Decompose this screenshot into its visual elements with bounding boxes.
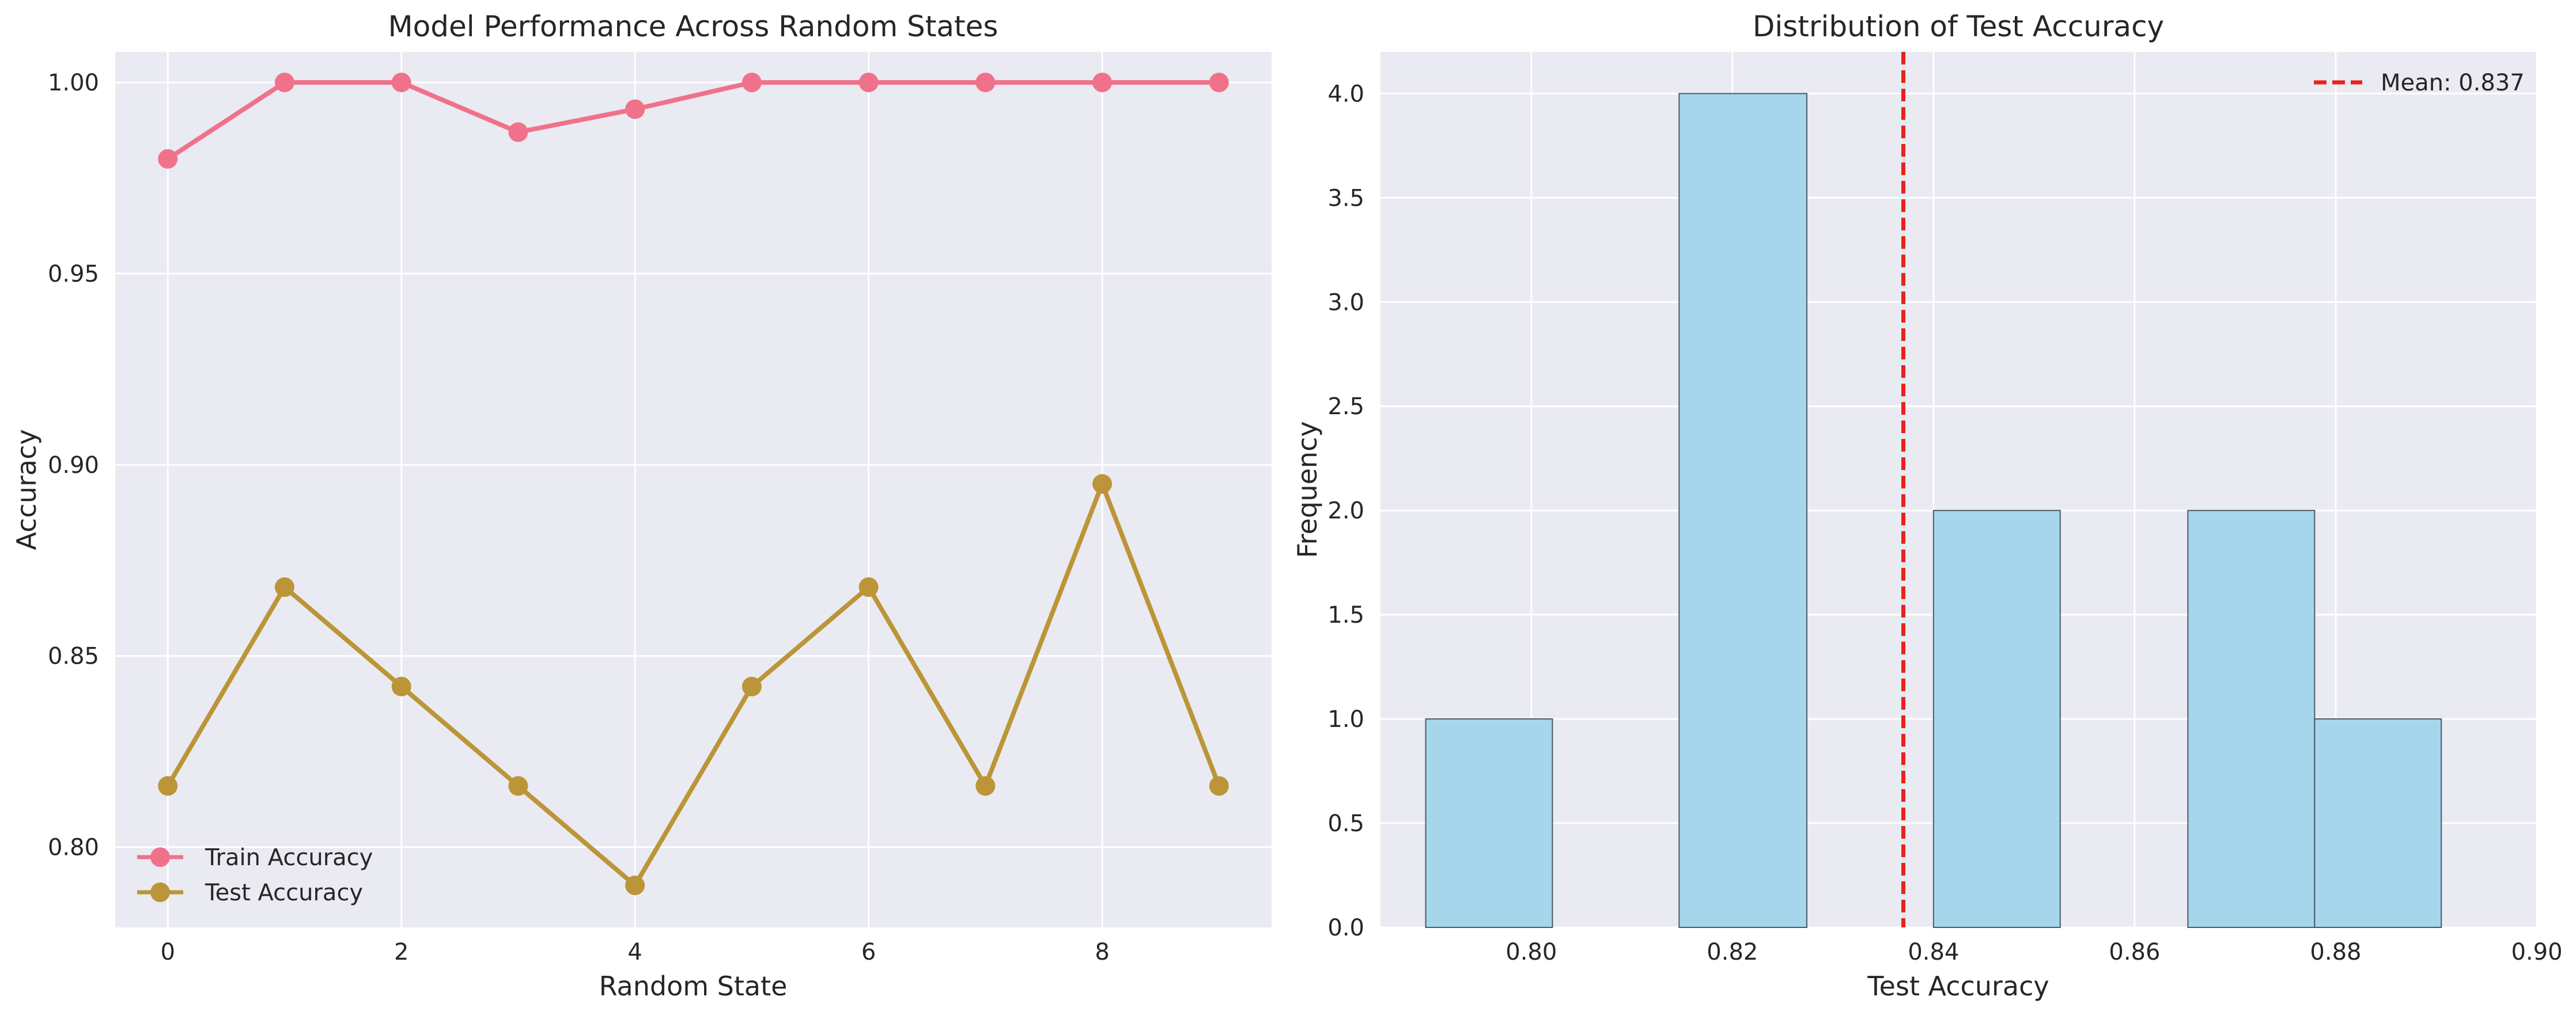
train-accuracy-point bbox=[742, 73, 762, 93]
test-accuracy-point bbox=[274, 577, 294, 597]
histogram-y-tick-label: 3.0 bbox=[1327, 289, 1364, 316]
test-accuracy-point bbox=[1209, 776, 1229, 796]
histogram-y-axis-label: Frequency bbox=[1292, 421, 1323, 558]
histogram-y-tick-label: 1.5 bbox=[1327, 602, 1364, 628]
line-chart-y-axis-label: Accuracy bbox=[11, 429, 42, 550]
line-chart-x-tick-label: 2 bbox=[394, 939, 408, 965]
test-accuracy-point bbox=[1092, 474, 1113, 494]
histogram-x-tick-label: 0.88 bbox=[2310, 939, 2361, 965]
histogram-bar bbox=[1932, 510, 2061, 928]
legend-test-marker bbox=[150, 882, 170, 902]
line-chart-x-tick-label: 4 bbox=[627, 939, 642, 965]
test-accuracy-point bbox=[391, 676, 411, 696]
train-accuracy-point bbox=[975, 73, 996, 93]
line-chart-y-tick-label: 0.95 bbox=[48, 261, 99, 287]
test-accuracy-point bbox=[625, 875, 645, 895]
histogram-y-tick-label: 0.5 bbox=[1327, 810, 1364, 837]
histogram-x-tick-label: 0.82 bbox=[1707, 939, 1758, 965]
line-chart-x-tick-label: 6 bbox=[861, 939, 876, 965]
histogram-y-tick-label: 3.5 bbox=[1327, 185, 1364, 211]
histogram-y-tick-label: 2.5 bbox=[1327, 393, 1364, 420]
histogram-bar bbox=[2314, 718, 2442, 928]
train-accuracy-point bbox=[858, 73, 879, 93]
line-chart-y-tick-label: 0.80 bbox=[48, 835, 99, 861]
line-chart-panel: 0 2 4 6 8 0.80 0.85 0.90 0.95 1.00 Model Performa… bbox=[11, 10, 1272, 1002]
histogram-x-tick-label: 0.90 bbox=[2511, 939, 2562, 965]
histogram-ticks: 0.80 0.82 0.84 0.86 0.88 0.90 0.0 0.5 1.0 1.5 2.0 2… bbox=[1327, 81, 2562, 965]
line-chart-y-tick-label: 1.00 bbox=[48, 70, 99, 96]
histogram-title: Distribution of Test Accuracy bbox=[1753, 10, 2164, 43]
line-chart-x-tick-label: 8 bbox=[1095, 939, 1109, 965]
histogram-y-tick-label: 4.0 bbox=[1327, 81, 1364, 107]
test-accuracy-point bbox=[975, 776, 996, 796]
test-accuracy-point bbox=[158, 776, 178, 796]
histogram-bars bbox=[1425, 93, 2442, 928]
histogram-x-tick-label: 0.86 bbox=[2109, 939, 2160, 965]
legend-train-label: Train Accuracy bbox=[205, 844, 373, 871]
histogram-x-tick-label: 0.84 bbox=[1908, 939, 1959, 965]
histogram-legend: Mean: 0.837 bbox=[2314, 70, 2525, 96]
train-accuracy-line bbox=[167, 80, 1219, 161]
train-accuracy-point bbox=[1092, 73, 1113, 93]
test-accuracy-line bbox=[165, 482, 1221, 888]
histogram-bar bbox=[2187, 510, 2316, 928]
legend-mean-label: Mean: 0.837 bbox=[2381, 70, 2525, 96]
histogram-bar bbox=[1678, 93, 1807, 928]
train-accuracy-point bbox=[508, 122, 528, 142]
line-chart-x-axis-label: Random State bbox=[599, 971, 788, 1002]
line-chart-x-tick-label: 0 bbox=[161, 939, 175, 965]
test-accuracy-point bbox=[742, 676, 762, 696]
histogram-x-axis-label: Test Accuracy bbox=[1867, 971, 2049, 1002]
histogram-bar bbox=[1425, 718, 1553, 928]
histogram-x-tick-label: 0.80 bbox=[1505, 939, 1557, 965]
histogram-panel: 0.80 0.82 0.84 0.86 0.88 0.90 0.0 0.5 1.0 1.5 2.0 2… bbox=[1292, 10, 2563, 1002]
train-accuracy-point bbox=[625, 99, 645, 119]
test-accuracy-point bbox=[858, 577, 879, 597]
line-chart-y-tick-label: 0.85 bbox=[48, 643, 99, 670]
test-accuracy-point bbox=[508, 776, 528, 796]
line-chart-series bbox=[158, 73, 1229, 895]
histogram-y-tick-label: 1.0 bbox=[1327, 706, 1364, 733]
legend-test-label: Test Accuracy bbox=[205, 880, 363, 906]
line-chart-legend: Train Accuracy Test Accuracy bbox=[137, 844, 373, 906]
line-chart-title: Model Performance Across Random States bbox=[388, 10, 998, 43]
line-chart-y-tick-label: 0.90 bbox=[48, 452, 99, 479]
train-accuracy-point bbox=[391, 73, 411, 93]
train-accuracy-point bbox=[158, 149, 178, 169]
legend-train-marker bbox=[150, 847, 170, 867]
histogram-y-tick-label: 2.0 bbox=[1327, 498, 1364, 524]
histogram-y-tick-label: 0.0 bbox=[1327, 915, 1364, 941]
line-chart-ticks: 0 2 4 6 8 0.80 0.85 0.90 0.95 1.00 bbox=[48, 70, 1110, 965]
train-accuracy-point bbox=[274, 73, 294, 93]
train-accuracy-point bbox=[1209, 73, 1229, 93]
